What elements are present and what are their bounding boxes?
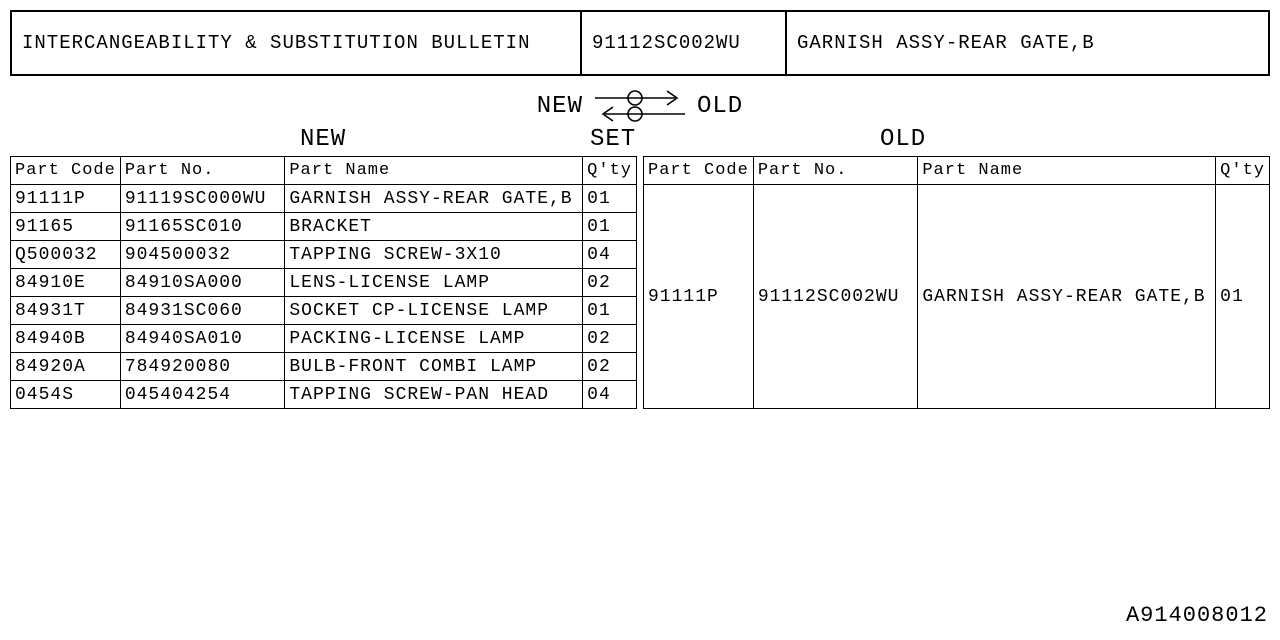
col-qty: Q'ty [583,157,637,185]
cell-no: 91119SC000WU [120,185,285,213]
cell-code: 0454S [11,381,121,409]
cell-name: GARNISH ASSY-REAR GATE,B [285,185,583,213]
cell-name: TAPPING SCREW-3X10 [285,241,583,269]
cell-qty: 04 [583,381,637,409]
bulletin-header: INTERCANGEABILITY & SUBSTITUTION BULLETI… [10,10,1270,76]
cell-no: 84910SA000 [120,269,285,297]
table-row: 84920A784920080BULB-FRONT COMBI LAMP02 [11,353,637,381]
col-qty: Q'ty [1216,157,1270,185]
cell-qty: 01 [583,297,637,325]
table-row: 0454S045404254TAPPING SCREW-PAN HEAD04 [11,381,637,409]
old-parts-table: Part Code Part No. Part Name Q'ty 91111P… [643,156,1270,409]
cell-code: Q500032 [11,241,121,269]
cell-code: 84931T [11,297,121,325]
label-old: OLD [880,126,926,153]
table-header-row: Part Code Part No. Part Name Q'ty [644,157,1270,185]
cell-qty: 01 [583,213,637,241]
document-code: A914008012 [1126,603,1268,628]
cell-qty: 02 [583,269,637,297]
bidirectional-arrow-icon [595,86,685,126]
cell-name: PACKING-LICENSE LAMP [285,325,583,353]
table-row: 84940B84940SA010PACKING-LICENSE LAMP02 [11,325,637,353]
table-header-row: Part Code Part No. Part Name Q'ty [11,157,637,185]
table-row: 84910E84910SA000LENS-LICENSE LAMP02 [11,269,637,297]
table-row: 9116591165SC010BRACKET01 [11,213,637,241]
bulletin-title: INTERCANGEABILITY & SUBSTITUTION BULLETI… [12,12,582,74]
cell-no: 784920080 [120,353,285,381]
col-part-no: Part No. [120,157,285,185]
tables-container: Part Code Part No. Part Name Q'ty 91111P… [10,156,1270,409]
bulletin-part-no: 91112SC002WU [582,12,787,74]
col-part-name: Part Name [918,157,1216,185]
cell-name: TAPPING SCREW-PAN HEAD [285,381,583,409]
cell-qty: 01 [583,185,637,213]
cell-no: 84931SC060 [120,297,285,325]
cell-code: 84940B [11,325,121,353]
cell-no: 91165SC010 [120,213,285,241]
cell-code: 91111P [644,185,754,409]
cell-code: 91165 [11,213,121,241]
cell-qty: 02 [583,325,637,353]
table-row: Q500032904500032TAPPING SCREW-3X1004 [11,241,637,269]
cell-code: 84910E [11,269,121,297]
cell-name: BRACKET [285,213,583,241]
cell-name: GARNISH ASSY-REAR GATE,B [918,185,1216,409]
col-part-no: Part No. [753,157,918,185]
label-set: SET [590,126,636,153]
table-row: 91111P91112SC002WUGARNISH ASSY-REAR GATE… [644,185,1270,409]
cell-no: 904500032 [120,241,285,269]
cell-name: SOCKET CP-LICENSE LAMP [285,297,583,325]
cell-qty: 04 [583,241,637,269]
diagram-label-new: NEW [537,93,583,120]
cell-no: 84940SA010 [120,325,285,353]
col-part-code: Part Code [11,157,121,185]
label-new: NEW [300,126,346,153]
new-old-diagram: NEW OLD [10,86,1270,126]
cell-code: 84920A [11,353,121,381]
cell-no: 91112SC002WU [753,185,918,409]
bulletin-part-name: GARNISH ASSY-REAR GATE,B [787,12,1268,74]
col-part-code: Part Code [644,157,754,185]
table-row: 84931T84931SC060SOCKET CP-LICENSE LAMP01 [11,297,637,325]
cell-qty: 01 [1216,185,1270,409]
table-row: 91111P91119SC000WUGARNISH ASSY-REAR GATE… [11,185,637,213]
cell-no: 045404254 [120,381,285,409]
cell-code: 91111P [11,185,121,213]
cell-name: BULB-FRONT COMBI LAMP [285,353,583,381]
cell-name: LENS-LICENSE LAMP [285,269,583,297]
new-parts-table: Part Code Part No. Part Name Q'ty 91111P… [10,156,637,409]
section-labels: NEW SET OLD [10,126,1270,156]
diagram-label-old: OLD [697,93,743,120]
col-part-name: Part Name [285,157,583,185]
cell-qty: 02 [583,353,637,381]
